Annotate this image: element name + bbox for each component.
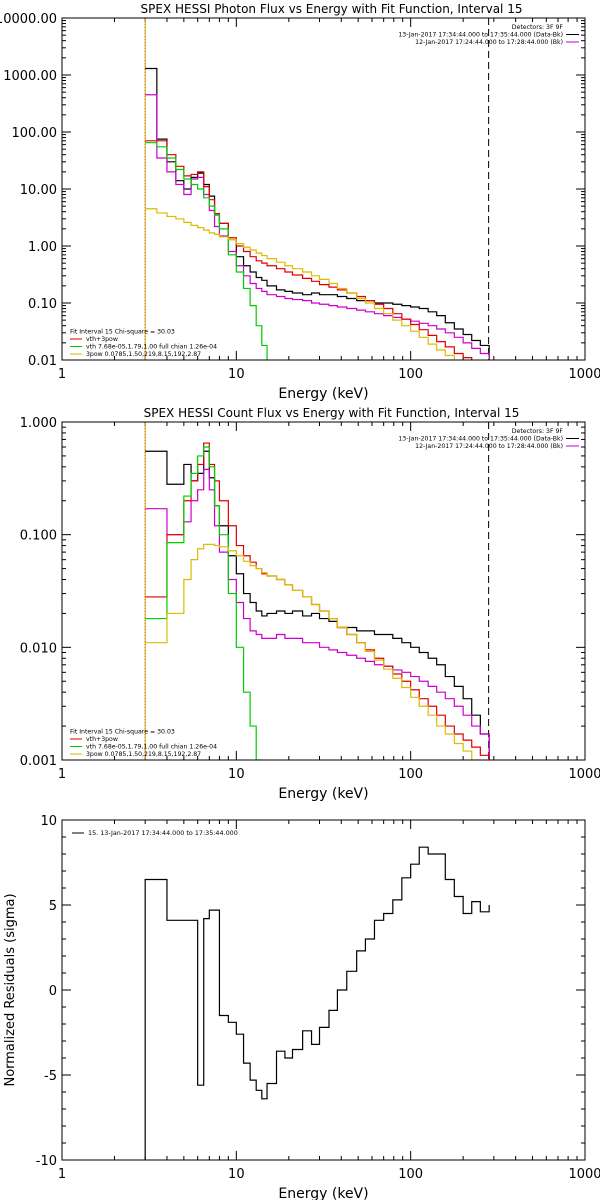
legend-bl-text: vth 7.68e-05,1.79,1.00 full chian 1.26e-… [86,344,217,351]
chart-title: SPEX HESSI Photon Flux vs Energy with Fi… [141,2,523,16]
series-3pow [145,208,490,360]
y-tick-label: 10 [40,814,57,829]
series-bk [145,94,490,360]
series-bk [145,468,490,760]
x-tick-label: 10 [228,767,245,782]
x-tick-label: 1 [58,1167,66,1182]
legend-tr-text: 13-Jan-2017 17:34:44.000 to 17:35:44.000… [398,436,563,443]
legend-bl-text: vth+3pow [86,736,118,743]
y-tick-label: 100.00 [12,126,58,141]
x-tick-label: 1000 [568,367,600,382]
series-vth [145,142,273,360]
x-tick-label: 10 [228,367,245,382]
x-axis-label: Energy (keV) [278,786,368,802]
series-group [145,67,490,360]
y-tick-label: 1000.00 [3,69,57,84]
x-axis-label: Energy (keV) [278,1186,368,1200]
series-data-bk [145,450,490,760]
y-tick-label: 10000.00 [0,12,57,27]
y-tick-label: 0.01 [28,354,57,369]
y-tick-label: -5 [44,1069,57,1084]
legend-bl-text: 3pow 0.0785,1.50,219,8.15,192,2.87 [86,351,201,358]
chart-title: SPEX HESSI Count Flux vs Energy with Fit… [144,406,520,420]
x-axis-label: Energy (keV) [278,386,368,402]
y-tick-label: 0.100 [20,529,57,544]
legend-tr-text: 12-Jan-2017 17:24:44.000 to 17:28:44.000… [415,443,563,450]
chart-3: 1 10 100 1000 -10 -5 0 5 10 Energy (keV) Normalize… [3,814,600,1202]
y-tick-label: 0.10 [28,297,57,312]
x-tick-label: 1 [58,367,66,382]
legend-bl-text: vth 7.68e-05,1.79,1.00 full chian 1.26e-… [86,744,217,751]
legend-tr-text: Detectors: 3F 9F [512,24,564,31]
legend-tl-text: 15. 13-Jan-2017 17:34:44.000 to 17:35:44… [88,829,238,837]
series-group [145,442,490,760]
y-tick-label: -10 [36,1154,57,1169]
x-tick-label: 1 [58,767,66,782]
y-axis-label: Normalized Residuals (sigma) [3,893,18,1086]
x-tick-label: 100 [398,767,423,782]
y-tick-label: 1.00 [28,240,57,255]
legend-tr-text: 12-Jan-2017 17:24:44.000 to 17:28:44.000… [415,39,563,46]
series-group [144,846,490,1160]
y-tick-label: 0 [49,984,57,999]
legend-bl-text: vth+3pow [86,336,118,343]
series-15-13-jan-2017-17-34-44-000-to-17-35-44-000 [144,846,490,1160]
y-tick-label: 0.010 [20,641,57,656]
series-data-bk [145,67,490,360]
x-tick-label: 1000 [568,1167,600,1182]
y-tick-label: 10.00 [20,183,57,198]
plot-frame [61,819,586,1161]
plot-frame [61,421,586,761]
plot-frame [61,17,586,361]
legend-bl-text: Fit Interval 15 Chi-square = 30.03 [70,729,175,736]
chart-2: SPEX HESSI Count Flux vs Energy with Fit… [20,406,600,802]
series-vth-3pow [145,140,490,360]
x-tick-label: 100 [398,1167,423,1182]
series-3pow [145,543,490,760]
x-tick-label: 1000 [568,767,600,782]
y-tick-label: 5 [49,899,57,914]
series-vth [145,446,268,760]
legend-tr-text: Detectors: 3F 9F [512,428,564,435]
x-tick-label: 100 [398,367,423,382]
legend-bl-text: 3pow 0.0785,1.50,219,8.15,192,2.87 [86,751,201,758]
series-vth-3pow [145,442,490,760]
y-tick-label: 0.001 [20,754,57,769]
x-tick-label: 10 [228,1167,245,1182]
legend-tr-text: 13-Jan-2017 17:34:44.000 to 17:35:44.000… [398,32,563,39]
chart-1: SPEX HESSI Photon Flux vs Energy with Fi… [0,2,600,402]
legend-bl-text: Fit Interval 15 Chi-square = 30.03 [70,329,175,336]
y-tick-label: 1.000 [20,416,57,431]
